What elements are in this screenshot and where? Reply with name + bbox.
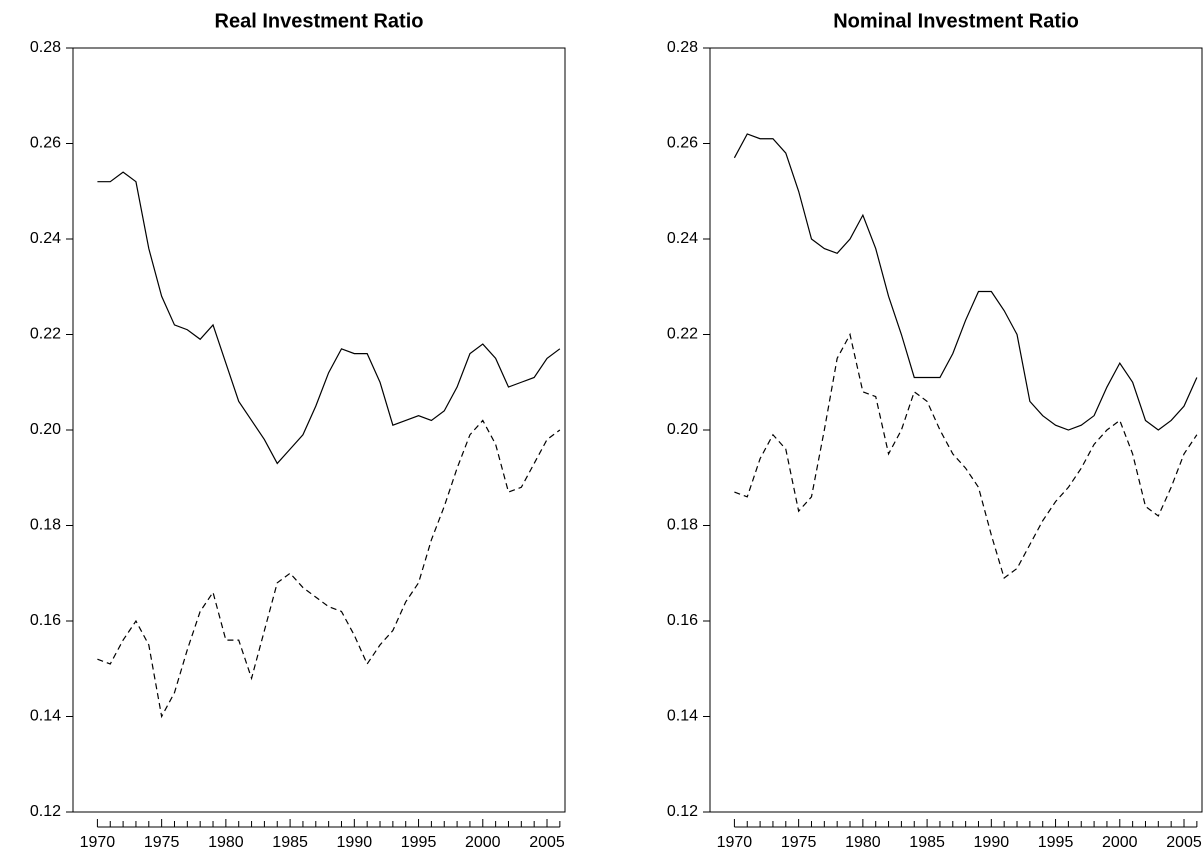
solid-line (733, 133, 1198, 431)
plot-frame (72, 47, 566, 813)
y-tick-label: 0.14 (667, 708, 698, 725)
x-tick-label: 1990 (974, 834, 1010, 851)
x-tick-label: 1985 (909, 834, 945, 851)
y-tick-label: 0.14 (30, 708, 61, 725)
plot-frame (709, 47, 1203, 813)
dashed-line (734, 332, 1198, 580)
y-tick-label: 0.18 (667, 517, 698, 534)
x-tick-label: 1975 (781, 834, 817, 851)
x-tick-label: 1995 (401, 834, 437, 851)
x-tick-label: 1985 (272, 834, 308, 851)
x-tick-label: 1980 (208, 834, 244, 851)
x-tick-label: 2005 (529, 834, 565, 851)
y-tick-label: 0.24 (30, 230, 61, 247)
x-tick-label: 1970 (717, 834, 753, 851)
y-tick-label: 0.22 (667, 326, 698, 343)
x-tick-label: 1990 (337, 834, 373, 851)
y-tick-label: 0.12 (30, 803, 61, 820)
y-tick-label: 0.28 (30, 39, 61, 56)
y-tick-label: 0.18 (30, 517, 61, 534)
y-tick-label: 0.16 (667, 612, 698, 629)
x-tick-label: 1995 (1038, 834, 1074, 851)
x-tick-label: 2000 (465, 834, 501, 851)
x-tick-label: 1970 (80, 834, 116, 851)
y-tick-label: 0.26 (667, 135, 698, 152)
y-tick-label: 0.26 (30, 135, 61, 152)
x-tick-label: 2000 (1102, 834, 1138, 851)
y-tick-label: 0.22 (30, 326, 61, 343)
y-tick-label: 0.12 (667, 803, 698, 820)
solid-line (97, 171, 561, 465)
y-tick-label: 0.28 (667, 39, 698, 56)
chart-title: Nominal Investment Ratio (833, 10, 1079, 32)
chart-title: Real Investment Ratio (215, 10, 424, 32)
y-tick-label: 0.24 (667, 230, 698, 247)
y-tick-label: 0.20 (30, 421, 61, 438)
x-tick-label: 2005 (1166, 834, 1202, 851)
y-tick-label: 0.20 (667, 421, 698, 438)
y-tick-label: 0.16 (30, 612, 61, 629)
x-tick-label: 1980 (845, 834, 881, 851)
dashed-line (97, 419, 561, 719)
x-tick-label: 1975 (144, 834, 180, 851)
